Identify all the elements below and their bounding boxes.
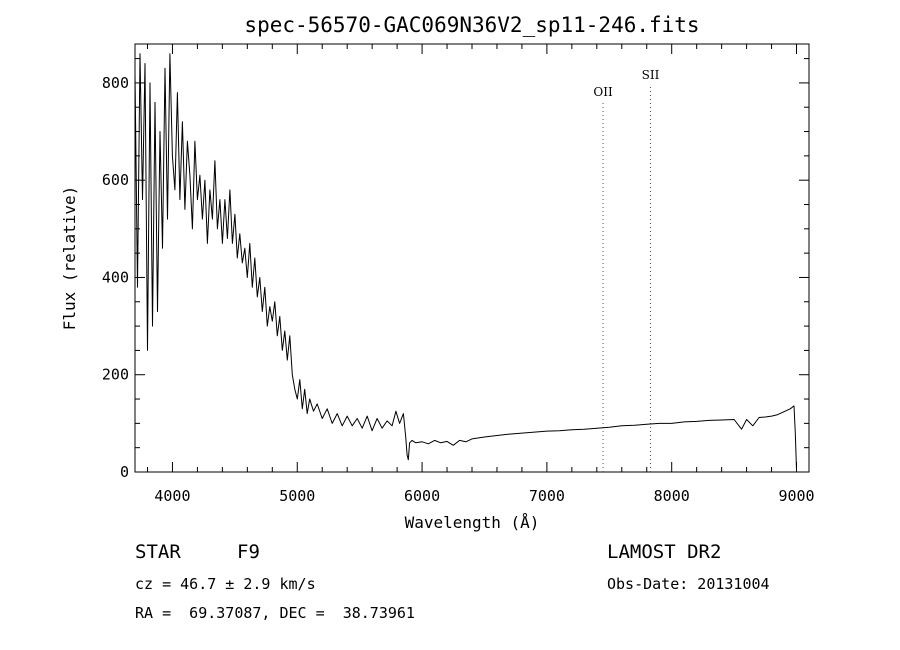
spectrum-line [134, 53, 797, 470]
redshift-velocity: cz = 46.7 ± 2.9 km/s [135, 575, 316, 593]
survey-name: LAMOST DR2 [607, 541, 722, 563]
spectral-subclass: F9 [237, 541, 260, 563]
y-tick-label: 200 [102, 366, 129, 384]
y-tick-label: 600 [102, 171, 129, 189]
x-tick-label: 7000 [529, 487, 565, 505]
axis-ticks: 4000 5000 6000 7000 8000 9000 0 200 400 600 800 [102, 44, 815, 505]
emission-line-label: OII [593, 85, 613, 99]
series-layer [134, 53, 797, 470]
plot-frame [134, 43, 810, 473]
x-tick-label: 5000 [279, 487, 315, 505]
chart-title: spec-56570-GAC069N36V2_sp11-246.fits [244, 13, 699, 37]
x-tick-label: 8000 [654, 487, 690, 505]
object-class: STAR [135, 541, 181, 563]
emission-line-label: SII [642, 68, 660, 82]
x-tick-label: 6000 [404, 487, 440, 505]
y-axis-label: Flux (relative) [60, 186, 79, 331]
observation-date: Obs-Date: 20131004 [607, 575, 770, 593]
coordinates: RA = 69.37087, DEC = 38.73961 [135, 604, 415, 622]
y-tick-label: 800 [102, 74, 129, 92]
x-tick-label: 4000 [154, 487, 190, 505]
emission-line-markers: OII SII [593, 68, 660, 472]
x-tick-label: 9000 [778, 487, 814, 505]
y-tick-label: 400 [102, 268, 129, 286]
x-axis-label: Wavelength (Å) [405, 513, 540, 532]
y-tick-label: 0 [120, 463, 129, 481]
